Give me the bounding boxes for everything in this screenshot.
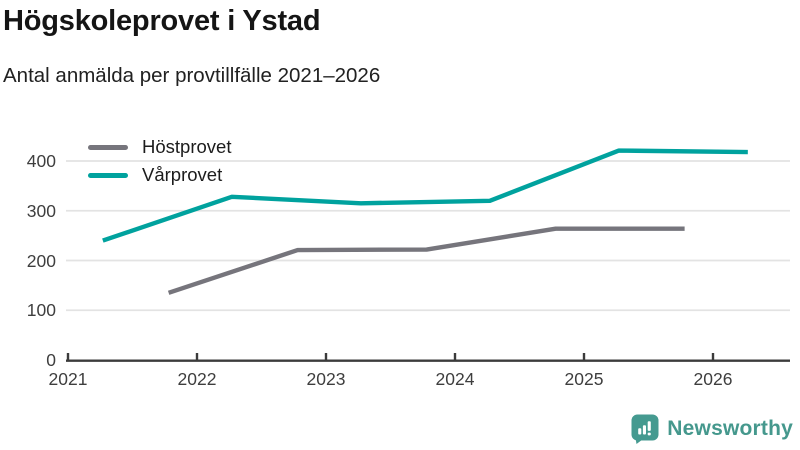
- legend-label: Höstprovet: [142, 136, 232, 157]
- y-tick-label-400: 400: [26, 151, 56, 171]
- legend-item-v-rprovet[interactable]: Vårprovet: [88, 161, 231, 189]
- y-tick-label-300: 300: [26, 200, 56, 221]
- y-tick-label-200: 200: [26, 250, 56, 271]
- chart-title: Högskoleprovet i Ystad: [3, 5, 321, 37]
- newsworthy-wordmark: Newsworthy: [667, 417, 793, 440]
- x-tick-label-2026: 2026: [693, 369, 733, 389]
- y-tick-label-100: 100: [26, 300, 56, 321]
- x-tick-label-2021: 2021: [48, 369, 88, 389]
- series-line-v-rprovet[interactable]: [102, 148, 748, 243]
- x-tick-label-2022: 2022: [177, 369, 217, 389]
- newsworthy-logo[interactable]: Newsworthy: [631, 414, 793, 444]
- chart-legend: Höstprovet Vårprovet: [88, 133, 231, 189]
- legend-label: Vårprovet: [142, 164, 223, 185]
- x-tick-label-2023: 2023: [306, 369, 346, 389]
- y-tick-label-0: 0: [46, 350, 56, 370]
- chart-subtitle: Antal anmälda per provtillfälle 2021–202…: [3, 64, 381, 87]
- legend-item-h-stprovet[interactable]: Höstprovet: [88, 133, 231, 161]
- newsworthy-icon: [631, 414, 659, 444]
- legend-swatch-h-stprovet: [88, 144, 128, 150]
- x-tick-label-2025: 2025: [564, 369, 604, 389]
- legend-swatch-v-rprovet: [88, 172, 128, 178]
- series-line-h-stprovet[interactable]: [167, 226, 685, 295]
- x-tick-label-2024: 2024: [435, 369, 475, 389]
